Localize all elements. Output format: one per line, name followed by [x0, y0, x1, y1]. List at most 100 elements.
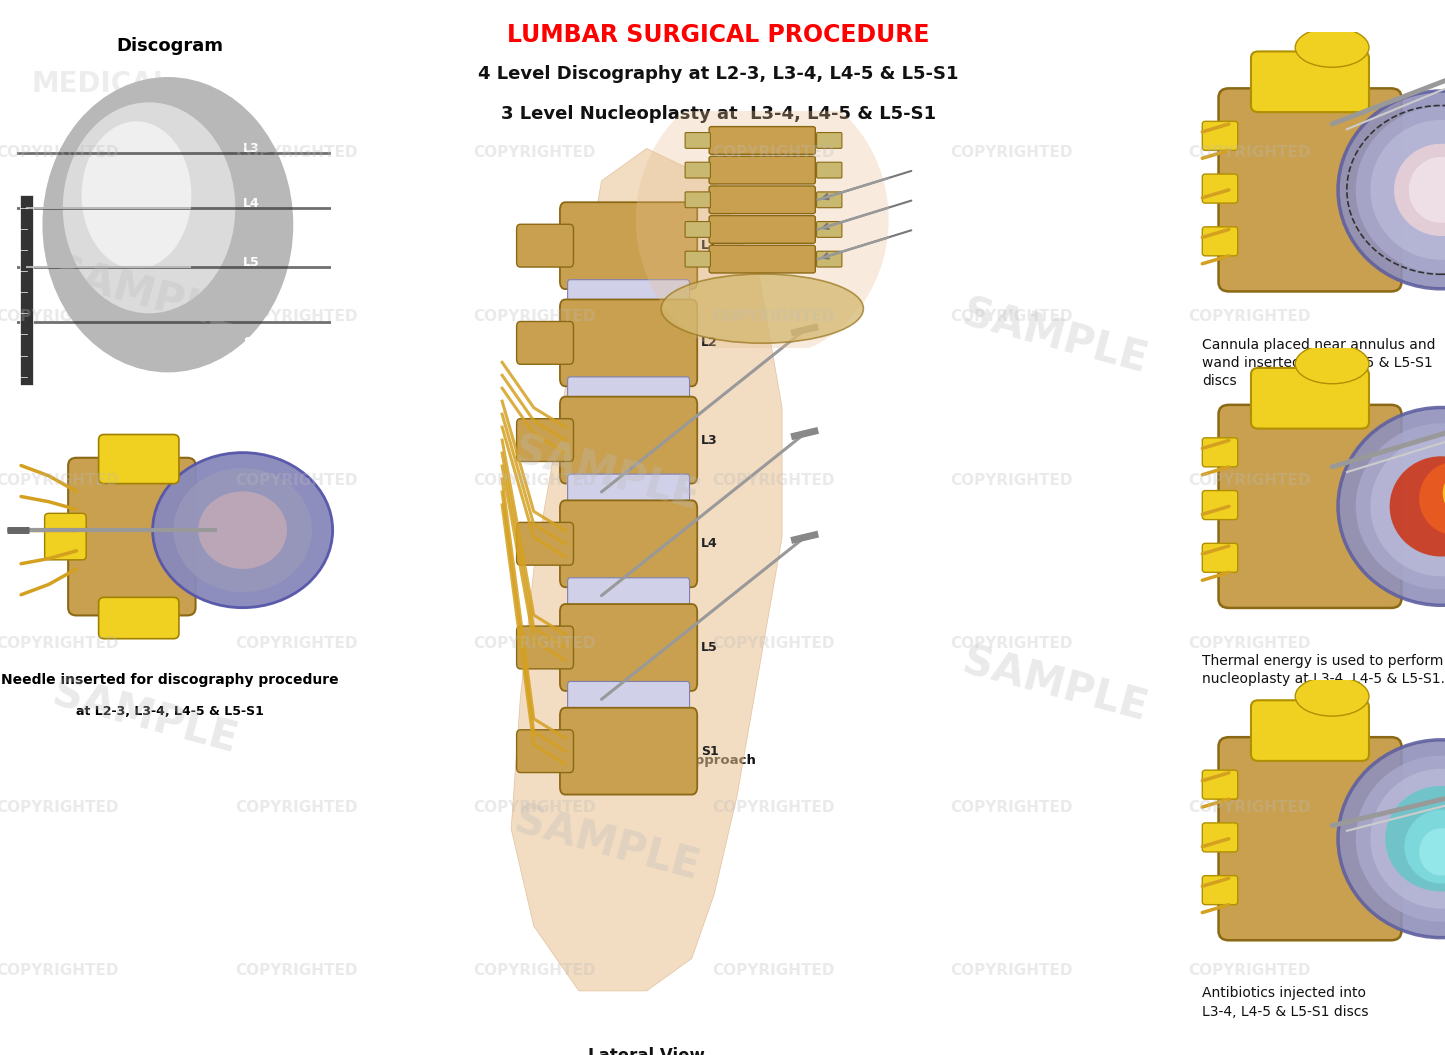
FancyBboxPatch shape — [568, 682, 689, 717]
Text: SAMPLE: SAMPLE — [958, 293, 1152, 382]
Text: COPYRIGHTED: COPYRIGHTED — [712, 473, 834, 487]
FancyBboxPatch shape — [517, 626, 574, 669]
Text: COPYRIGHTED: COPYRIGHTED — [712, 636, 834, 651]
Text: COPYRIGHTED: COPYRIGHTED — [236, 636, 357, 651]
Text: S1: S1 — [701, 745, 718, 757]
FancyBboxPatch shape — [709, 215, 815, 244]
Text: SAMPLE: SAMPLE — [48, 673, 241, 762]
Text: COPYRIGHTED: COPYRIGHTED — [712, 963, 834, 978]
FancyBboxPatch shape — [517, 225, 574, 267]
FancyBboxPatch shape — [816, 133, 842, 149]
Ellipse shape — [1295, 344, 1368, 384]
Ellipse shape — [153, 453, 332, 608]
Text: COPYRIGHTED: COPYRIGHTED — [474, 473, 595, 487]
Text: COPYRIGHTED: COPYRIGHTED — [951, 309, 1072, 324]
Text: Thermal energy is used to perform
nucleoplasty at L3-4, L4-5 & L5-S1.: Thermal energy is used to perform nucleo… — [1202, 654, 1445, 687]
Ellipse shape — [636, 81, 889, 358]
Text: COPYRIGHTED: COPYRIGHTED — [1189, 473, 1311, 487]
Ellipse shape — [660, 274, 863, 343]
Text: 4 Level Discography at L2-3, L3-4, L4-5 & L5-S1: 4 Level Discography at L2-3, L3-4, L4-5 … — [478, 64, 958, 82]
FancyBboxPatch shape — [1202, 227, 1238, 256]
Text: SAMPLE: SAMPLE — [510, 800, 704, 888]
FancyBboxPatch shape — [561, 605, 696, 691]
FancyBboxPatch shape — [1251, 368, 1368, 428]
Polygon shape — [512, 149, 782, 991]
FancyBboxPatch shape — [1218, 737, 1402, 940]
Text: COPYRIGHTED: COPYRIGHTED — [951, 473, 1072, 487]
Text: at L2-3, L3-4, L4-5 & L5-S1: at L2-3, L3-4, L4-5 & L5-S1 — [75, 705, 264, 717]
FancyBboxPatch shape — [685, 162, 711, 178]
Ellipse shape — [1370, 437, 1445, 576]
FancyBboxPatch shape — [1202, 491, 1238, 519]
FancyBboxPatch shape — [517, 730, 574, 772]
Text: L5: L5 — [243, 256, 260, 269]
FancyBboxPatch shape — [561, 203, 696, 289]
Ellipse shape — [1295, 676, 1368, 716]
Text: Posterior Lateral Approach: Posterior Lateral Approach — [553, 754, 756, 767]
Text: S1: S1 — [243, 337, 262, 349]
FancyBboxPatch shape — [98, 435, 179, 483]
Text: COPYRIGHTED: COPYRIGHTED — [0, 800, 118, 814]
Ellipse shape — [1355, 423, 1445, 590]
FancyBboxPatch shape — [561, 397, 696, 483]
FancyBboxPatch shape — [685, 222, 711, 237]
Text: COPYRIGHTED: COPYRIGHTED — [0, 636, 118, 651]
Text: SAMPLE: SAMPLE — [958, 641, 1152, 730]
FancyBboxPatch shape — [1251, 701, 1368, 761]
Text: L4: L4 — [701, 537, 718, 551]
FancyBboxPatch shape — [1202, 823, 1238, 852]
Text: 3 Level Nucleoplasty at  L3-4, L4-5 & L5-S1: 3 Level Nucleoplasty at L3-4, L4-5 & L5-… — [500, 104, 936, 122]
Text: Cannula placed near annulus and
wand inserted L3-4, L4-5 & L5-S1
discs: Cannula placed near annulus and wand ins… — [1202, 338, 1436, 388]
Text: L2: L2 — [701, 337, 718, 349]
FancyBboxPatch shape — [561, 500, 696, 588]
Text: COPYRIGHTED: COPYRIGHTED — [474, 309, 595, 324]
Ellipse shape — [1295, 27, 1368, 68]
Text: COPYRIGHTED: COPYRIGHTED — [474, 636, 595, 651]
Text: COPYRIGHTED: COPYRIGHTED — [712, 146, 834, 160]
FancyBboxPatch shape — [45, 514, 87, 560]
FancyBboxPatch shape — [709, 127, 815, 154]
Text: COPYRIGHTED: COPYRIGHTED — [1189, 800, 1311, 814]
Ellipse shape — [42, 77, 293, 372]
FancyBboxPatch shape — [685, 192, 711, 208]
FancyBboxPatch shape — [685, 133, 711, 149]
FancyBboxPatch shape — [1218, 89, 1402, 291]
Text: L5: L5 — [701, 641, 718, 654]
Ellipse shape — [1338, 91, 1445, 289]
Ellipse shape — [1355, 755, 1445, 922]
Text: COPYRIGHTED: COPYRIGHTED — [0, 146, 118, 160]
FancyBboxPatch shape — [1202, 121, 1238, 151]
Text: COPYRIGHTED: COPYRIGHTED — [236, 963, 357, 978]
Text: COPYRIGHTED: COPYRIGHTED — [0, 473, 118, 487]
Text: L3: L3 — [701, 434, 718, 446]
Bar — [20, 195, 33, 385]
Text: SAMPLE: SAMPLE — [510, 430, 704, 519]
Text: Antibiotics injected into
L3-4, L4-5 & L5-S1 discs: Antibiotics injected into L3-4, L4-5 & L… — [1202, 986, 1368, 1019]
Ellipse shape — [81, 121, 191, 269]
Text: COPYRIGHTED: COPYRIGHTED — [236, 800, 357, 814]
FancyBboxPatch shape — [709, 156, 815, 184]
FancyBboxPatch shape — [1202, 174, 1238, 204]
FancyBboxPatch shape — [1218, 405, 1402, 608]
Text: Lateral View: Lateral View — [588, 1047, 705, 1055]
FancyBboxPatch shape — [816, 162, 842, 178]
Text: COPYRIGHTED: COPYRIGHTED — [712, 309, 834, 324]
Text: COPYRIGHTED: COPYRIGHTED — [0, 309, 118, 324]
Ellipse shape — [62, 102, 236, 313]
Ellipse shape — [1355, 107, 1445, 273]
Text: MEDICAL: MEDICAL — [32, 71, 171, 98]
Ellipse shape — [1442, 469, 1445, 517]
Ellipse shape — [1419, 828, 1445, 876]
Text: COPYRIGHTED: COPYRIGHTED — [1189, 963, 1311, 978]
Text: L4: L4 — [243, 197, 260, 210]
Ellipse shape — [1405, 810, 1445, 884]
FancyBboxPatch shape — [1202, 438, 1238, 466]
Text: COPYRIGHTED: COPYRIGHTED — [1189, 309, 1311, 324]
FancyBboxPatch shape — [1202, 876, 1238, 904]
FancyBboxPatch shape — [517, 419, 574, 461]
Ellipse shape — [1390, 456, 1445, 557]
FancyBboxPatch shape — [709, 186, 815, 213]
FancyBboxPatch shape — [68, 458, 195, 615]
Text: SAMPLE: SAMPLE — [48, 251, 241, 340]
Ellipse shape — [1338, 407, 1445, 606]
